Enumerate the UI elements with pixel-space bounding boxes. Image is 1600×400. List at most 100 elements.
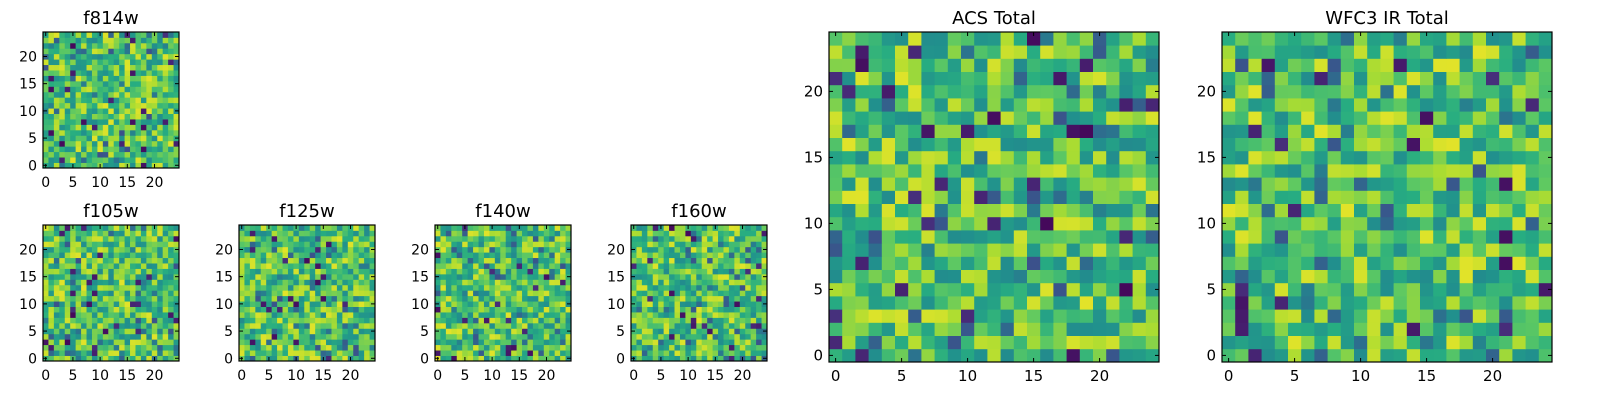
heatmap-cell bbox=[440, 344, 447, 351]
heatmap-cell bbox=[739, 252, 746, 259]
heatmap-cell bbox=[43, 140, 49, 147]
heatmap-cell bbox=[707, 235, 713, 242]
heatmap-cell bbox=[168, 102, 174, 109]
heatmap-cell bbox=[1079, 230, 1094, 244]
heatmap-cell bbox=[663, 344, 670, 351]
heatmap-cell bbox=[1327, 348, 1342, 363]
heatmap-cell bbox=[1393, 309, 1408, 323]
heatmap-cell bbox=[445, 328, 452, 335]
heatmap-cell bbox=[1354, 322, 1368, 336]
heatmap-cell bbox=[712, 344, 719, 351]
heatmap-cell bbox=[1327, 322, 1342, 336]
heatmap-cell bbox=[102, 124, 109, 131]
heatmap-cell bbox=[750, 235, 757, 242]
heatmap-cell bbox=[696, 252, 703, 259]
heatmap-cell bbox=[108, 157, 115, 163]
heatmap-cell bbox=[81, 257, 87, 264]
heatmap-cell bbox=[707, 230, 713, 237]
heatmap-cell bbox=[1119, 124, 1133, 138]
heatmap-cell bbox=[1459, 256, 1474, 270]
heatmap-cell bbox=[451, 263, 458, 269]
heatmap-cell bbox=[987, 203, 1001, 218]
heatmap-cell bbox=[1367, 150, 1381, 165]
heatmap-cell bbox=[1340, 322, 1355, 336]
heatmap-cell bbox=[86, 75, 93, 82]
heatmap-cell bbox=[315, 301, 321, 307]
heatmap-cell bbox=[685, 257, 692, 264]
heatmap-cell bbox=[91, 91, 98, 98]
heatmap-cell bbox=[543, 344, 550, 351]
heatmap-cell bbox=[364, 273, 370, 280]
heatmap-cell bbox=[124, 317, 131, 324]
x-tick-label: 20 bbox=[146, 175, 164, 191]
heatmap-cell bbox=[124, 135, 131, 142]
heatmap-cell bbox=[146, 279, 153, 286]
heatmap-cell bbox=[1340, 84, 1355, 99]
heatmap-cell bbox=[456, 328, 463, 335]
heatmap-cell bbox=[1248, 84, 1262, 99]
heatmap-cell bbox=[554, 279, 561, 286]
heatmap-cell bbox=[829, 150, 843, 165]
heatmap-cell bbox=[511, 339, 517, 346]
heatmap-cell bbox=[124, 344, 131, 351]
heatmap-cell bbox=[974, 348, 988, 363]
heatmap-cell bbox=[483, 328, 490, 335]
heatmap-cell bbox=[1261, 322, 1276, 336]
heatmap-cell bbox=[739, 273, 746, 280]
heatmap-cell bbox=[690, 350, 697, 356]
heatmap-cell bbox=[255, 273, 262, 280]
heatmap-cell bbox=[70, 42, 77, 49]
heatmap-cell bbox=[674, 322, 681, 329]
heatmap-cell bbox=[162, 317, 169, 324]
heatmap-cell bbox=[304, 230, 311, 237]
heatmap-cell bbox=[81, 317, 87, 324]
heatmap-cell bbox=[326, 333, 332, 340]
heatmap-cell bbox=[146, 290, 153, 297]
heatmap-cell bbox=[135, 257, 142, 264]
heatmap-cell bbox=[462, 301, 469, 307]
heatmap-cell bbox=[500, 279, 507, 286]
heatmap-cell bbox=[1106, 177, 1120, 191]
heatmap-cell bbox=[734, 284, 741, 291]
heatmap-cell bbox=[652, 268, 659, 275]
heatmap-cell bbox=[91, 80, 98, 87]
heatmap-cell bbox=[271, 279, 278, 286]
heatmap-cell bbox=[86, 140, 93, 147]
heatmap-cell bbox=[921, 98, 935, 112]
heatmap-cell bbox=[91, 53, 98, 60]
heatmap-cell bbox=[315, 230, 321, 237]
heatmap-cell bbox=[43, 146, 49, 153]
heatmap-cell bbox=[1512, 32, 1526, 46]
heatmap-cell bbox=[1222, 296, 1236, 310]
heatmap-cell bbox=[70, 113, 77, 120]
heatmap-cell bbox=[81, 230, 87, 237]
heatmap-cell bbox=[81, 91, 87, 98]
heatmap-cell bbox=[1119, 58, 1133, 72]
heatmap-cell bbox=[358, 279, 365, 286]
heatmap-cell bbox=[1274, 256, 1289, 270]
heatmap-cell bbox=[549, 317, 556, 324]
heatmap-cell bbox=[1288, 282, 1302, 297]
heatmap-cell bbox=[249, 328, 256, 335]
heatmap-cell bbox=[1380, 177, 1394, 191]
heatmap-cell bbox=[690, 317, 697, 324]
heatmap-cell bbox=[146, 246, 153, 253]
heatmap-cell bbox=[249, 344, 256, 351]
heatmap-cell bbox=[478, 230, 485, 237]
heatmap-cell bbox=[140, 306, 147, 313]
heatmap-cell bbox=[347, 279, 354, 286]
heatmap-cell bbox=[494, 290, 501, 297]
heatmap-cell bbox=[1459, 150, 1474, 165]
heatmap-cell bbox=[146, 151, 153, 158]
heatmap-cell bbox=[467, 301, 474, 307]
heatmap-cell bbox=[435, 350, 441, 356]
heatmap-cell bbox=[756, 268, 762, 275]
heatmap-cell bbox=[298, 290, 305, 297]
heatmap-cell bbox=[1380, 137, 1394, 152]
heatmap-cell bbox=[113, 301, 120, 307]
axes-frame bbox=[42, 224, 180, 362]
heatmap-cell bbox=[527, 355, 534, 362]
heatmap-cell bbox=[347, 344, 354, 351]
heatmap-cell bbox=[554, 263, 561, 269]
heatmap-cell bbox=[560, 230, 566, 237]
